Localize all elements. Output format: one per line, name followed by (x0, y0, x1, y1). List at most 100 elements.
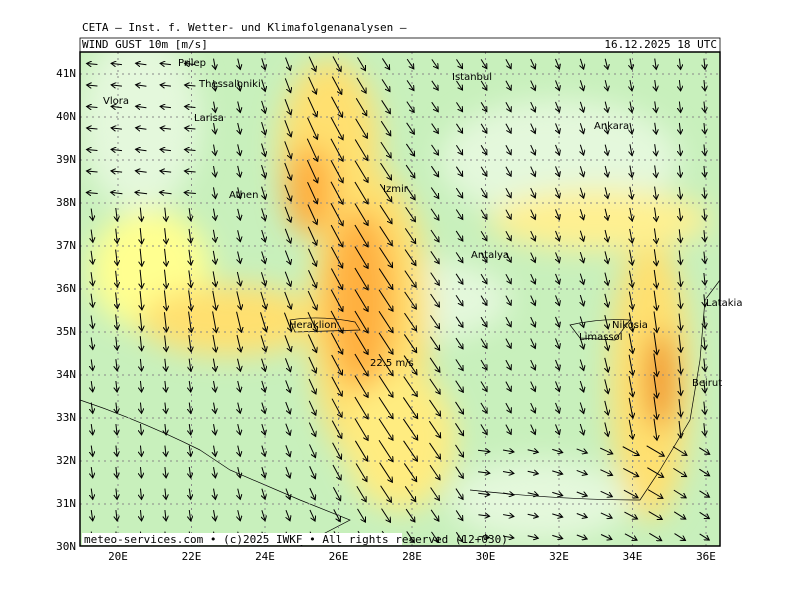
wind-arrow (306, 159, 317, 183)
graticule (80, 52, 720, 546)
wind-arrow (284, 99, 291, 115)
wind-arrow (503, 536, 514, 538)
wind-arrow (505, 144, 511, 155)
wind-arrow (477, 450, 490, 451)
wind-arrow (355, 463, 367, 481)
wind-arrow (628, 397, 633, 418)
wind-arrow (628, 333, 633, 354)
wind-arrow (406, 122, 415, 134)
wind-arrow (262, 402, 265, 414)
wind-arrow (91, 229, 93, 243)
wind-arrow (599, 447, 613, 454)
wind-arrow (309, 444, 315, 457)
wind-arrow (403, 440, 418, 461)
wind-arrow (91, 272, 93, 286)
wind-arrow (480, 187, 487, 197)
wind-arrow (478, 472, 490, 473)
wind-arrow (654, 311, 657, 332)
wind-arrow (330, 181, 343, 205)
wind-arrow (136, 128, 147, 129)
wind-arrow (214, 380, 216, 392)
wind-arrow (505, 252, 511, 263)
wind-arrow (530, 58, 536, 69)
wind-arrow (330, 159, 343, 183)
wind-arrow (600, 469, 612, 476)
lat-label: 31N (56, 497, 76, 510)
wind-arrow (429, 357, 440, 372)
wind-arrow (527, 514, 539, 517)
wind-arrow (262, 100, 266, 113)
wind-arrow (140, 207, 141, 222)
wind-arrow (91, 208, 93, 221)
wind-arrow (406, 101, 414, 113)
wind-arrow (189, 488, 190, 500)
wind-arrow (238, 488, 241, 500)
wind-arrow (91, 488, 92, 500)
wind-arrow (480, 166, 487, 176)
wind-arrow (212, 311, 217, 332)
wind-arrow (116, 270, 118, 287)
wind-arrow (214, 510, 216, 521)
wind-arrow (184, 192, 196, 193)
wind-arrow (238, 424, 241, 435)
wind-arrow (480, 273, 487, 284)
wind-arrow (284, 335, 291, 351)
wind-arrow (431, 531, 438, 542)
wind-arrow (530, 101, 536, 112)
wind-arrow (580, 294, 583, 306)
wind-arrow (261, 122, 266, 135)
lon-label: 26E (329, 550, 349, 563)
wind-arrow (308, 400, 316, 415)
wind-arrow (379, 183, 392, 202)
wind-arrow (530, 316, 536, 327)
wind-arrow (556, 144, 560, 155)
wind-arrow (333, 509, 341, 521)
wind-arrow (580, 187, 583, 199)
lat-label: 37N (56, 239, 76, 252)
wind-arrow (605, 315, 608, 329)
wind-arrow (213, 229, 215, 242)
wind-arrow (332, 442, 342, 460)
wind-arrow (331, 420, 342, 439)
place-label: Nikosia (612, 320, 648, 331)
wind-arrow (556, 209, 560, 219)
wind-arrow (308, 56, 316, 72)
wind-arrow (185, 128, 196, 129)
max-annotation: 22.5 m/s (370, 358, 414, 369)
wind-arrow (214, 123, 216, 134)
wind-arrow (136, 149, 147, 150)
wind-arrow (379, 204, 392, 223)
wind-arrow (284, 119, 291, 137)
wind-arrow (552, 492, 562, 495)
wind-arrow (552, 449, 562, 452)
wind-arrow (378, 268, 393, 290)
wind-arrow (679, 420, 681, 438)
wind-arrow (262, 208, 266, 220)
wind-arrow (654, 418, 657, 441)
wind-arrow (672, 446, 687, 456)
wind-arrow (116, 228, 118, 244)
wind-arrow (699, 490, 709, 497)
wind-arrow (261, 143, 266, 157)
lat-label: 33N (56, 411, 76, 424)
wind-arrow (332, 56, 341, 71)
wind-arrow (116, 510, 117, 521)
wind-arrow (238, 230, 241, 241)
wind-arrow (307, 290, 317, 310)
wind-arrow (91, 467, 92, 478)
wind-arrow (307, 96, 317, 117)
wind-arrow (111, 63, 122, 64)
wind-arrow (480, 145, 487, 154)
wind-arrow (285, 423, 290, 436)
wind-arrow (261, 164, 266, 178)
wind-arrow (284, 358, 290, 371)
wind-arrow (189, 402, 190, 414)
wind-arrow (160, 106, 171, 107)
wind-arrow (655, 165, 657, 177)
wind-arrow (357, 57, 366, 70)
wind-arrow (704, 337, 705, 350)
wind-arrow (655, 101, 657, 112)
place-label: Vlora (103, 96, 129, 107)
wind-arrow (308, 356, 316, 373)
wind-field (80, 52, 710, 540)
